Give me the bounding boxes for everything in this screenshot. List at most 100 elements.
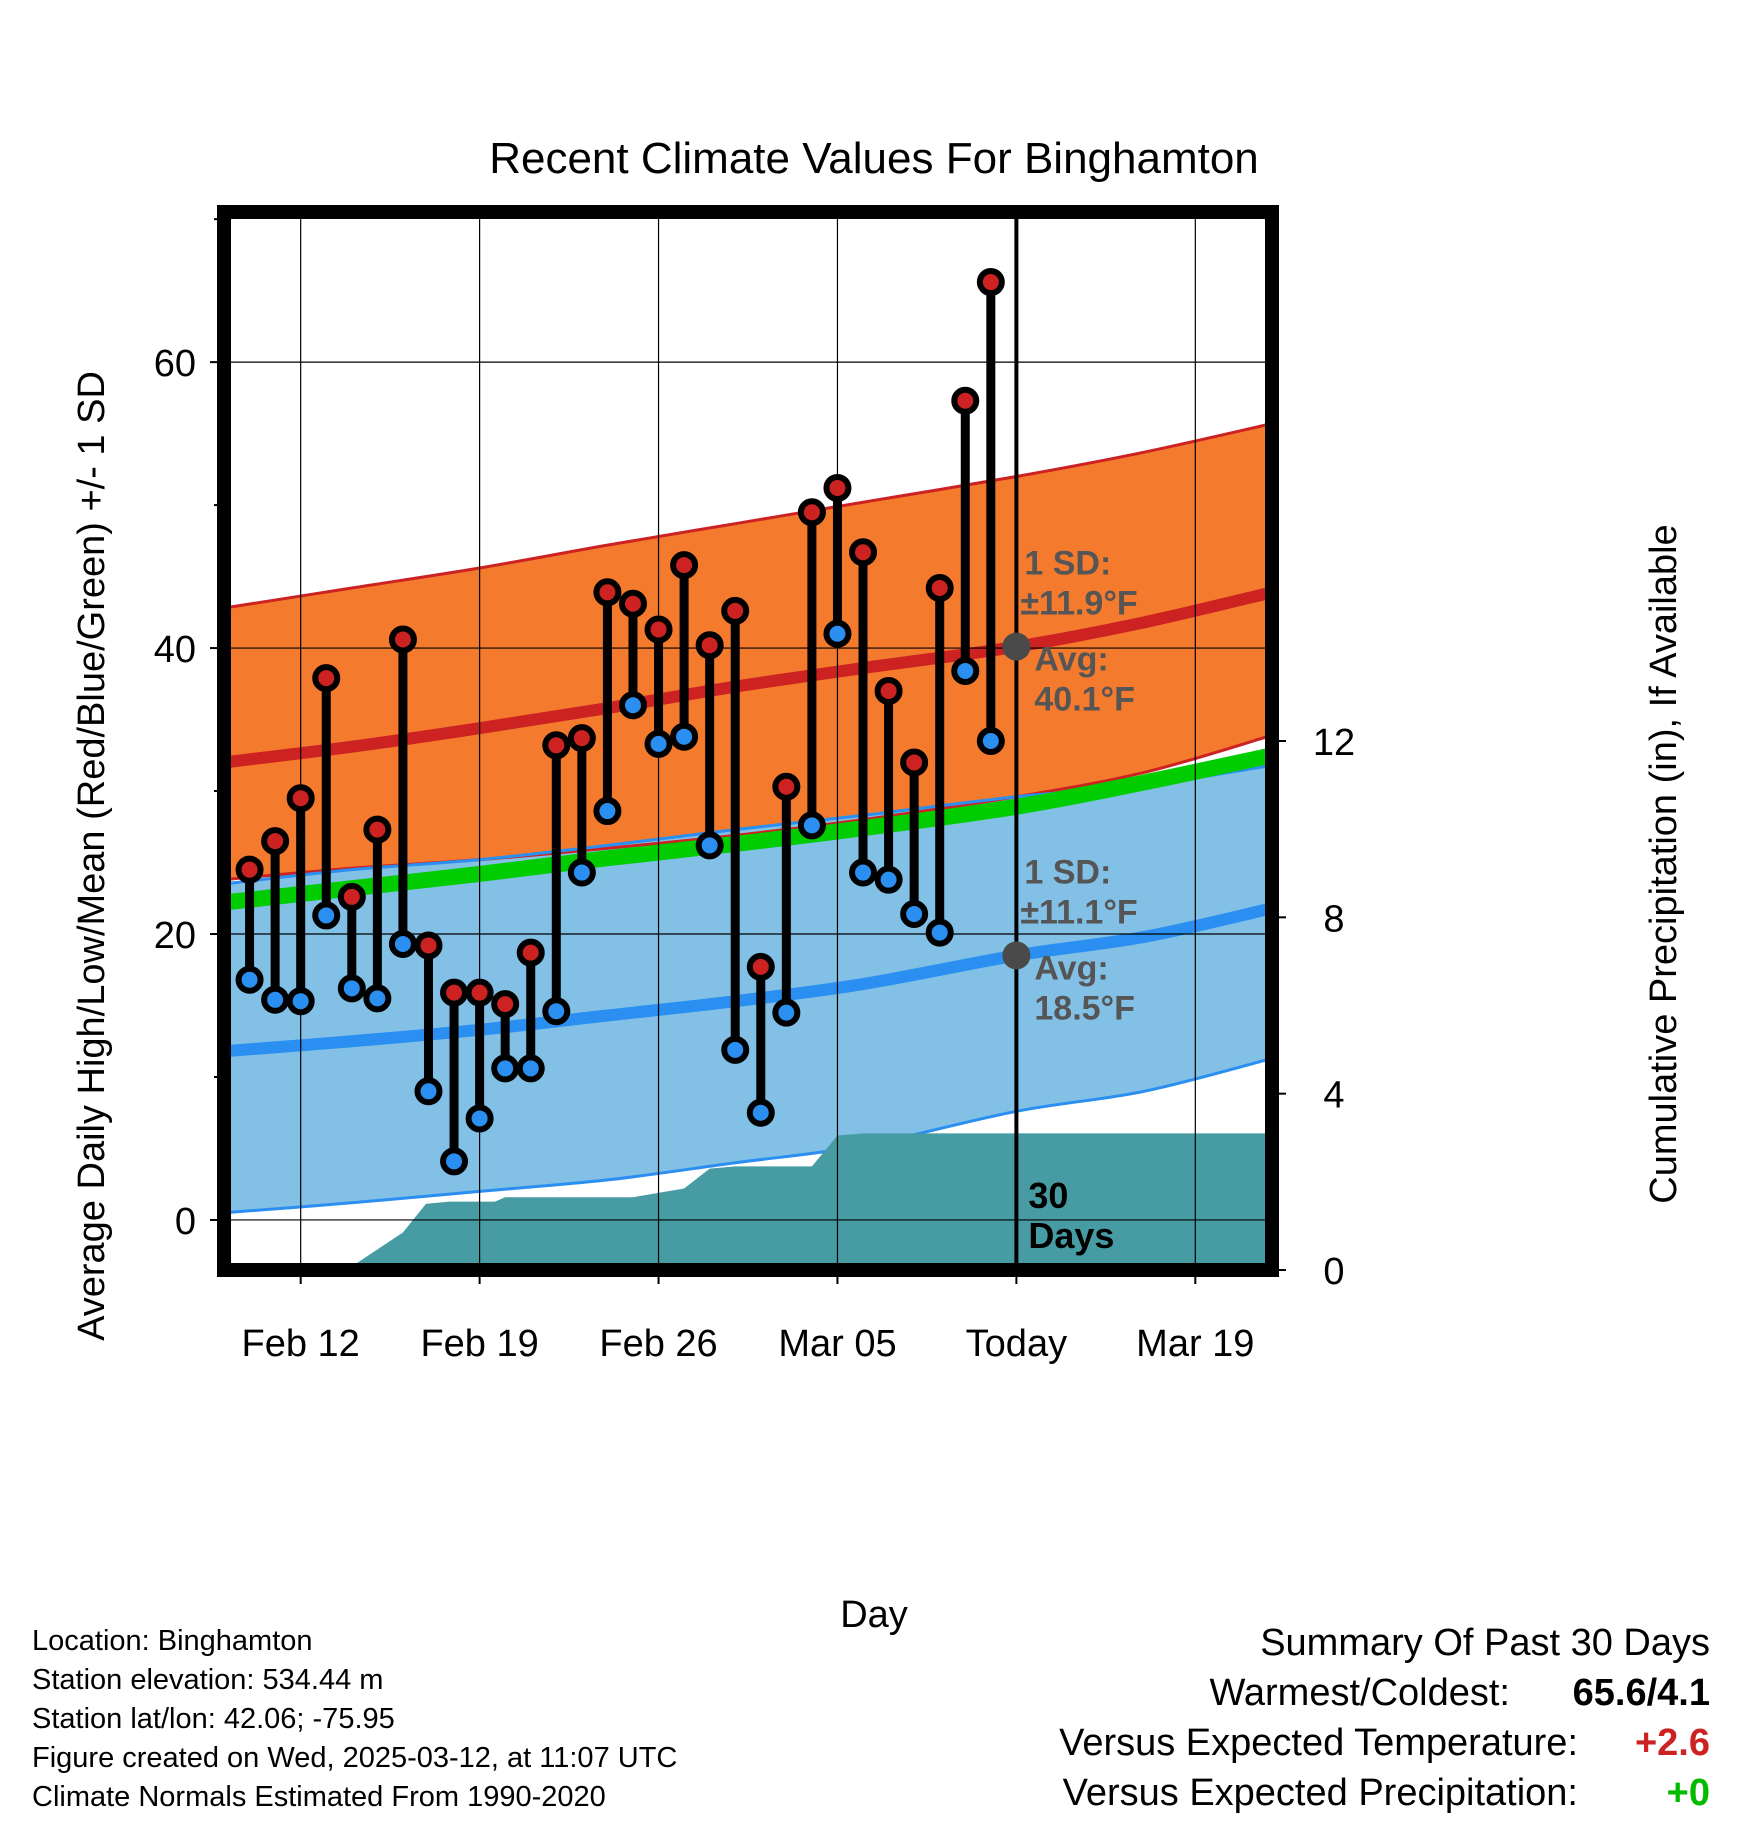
- x-tick-label: Mar 19: [1136, 1323, 1254, 1365]
- high-temp-point: [925, 574, 954, 603]
- normals-text: Climate Normals Estimated From 1990-2020: [32, 1781, 606, 1813]
- low-temp-point: [695, 831, 724, 860]
- low-temp-point: [849, 858, 878, 887]
- high-temp-point: [644, 615, 673, 644]
- high-avg-value: 40.1°F: [1034, 681, 1135, 719]
- today-low-normal-marker: [1002, 941, 1031, 970]
- high-temp-point: [593, 578, 622, 607]
- low-avg-value: 18.5°F: [1034, 989, 1135, 1027]
- high-temp-point: [797, 498, 826, 527]
- high-temp-point: [286, 784, 315, 813]
- high-temp-point: [414, 931, 443, 960]
- low-sd-label: 1 SD:: [1024, 853, 1111, 891]
- summary-panel: Summary Of Past 30 Days Warmest/Coldest:…: [1059, 1618, 1710, 1818]
- low-temp-point: [414, 1077, 443, 1106]
- low-temp-point: [516, 1054, 545, 1083]
- x-tick-label: Feb 26: [599, 1323, 717, 1365]
- high-avg-label: Avg:: [1034, 641, 1108, 679]
- low-temp-point: [363, 984, 392, 1013]
- y2-tick-label: 4: [1323, 1075, 1344, 1117]
- high-temp-point: [542, 731, 571, 760]
- low-temp-point: [261, 985, 290, 1014]
- high-temp-point: [823, 473, 852, 502]
- low-lower-edge: [224, 1056, 1272, 1215]
- today-high-normal-marker: [1002, 632, 1031, 661]
- high-temp-point: [465, 978, 494, 1007]
- temp-row: Versus Expected Temperature: +2.6: [1059, 1718, 1710, 1768]
- high-temp-point: [772, 772, 801, 801]
- high-temp-point: [849, 538, 878, 567]
- x-tick-label: Feb 19: [420, 1323, 538, 1365]
- high-temp-point: [516, 938, 545, 967]
- x-tick-label: Today: [966, 1323, 1067, 1365]
- high-temp-point: [312, 664, 341, 693]
- low-temp-point: [797, 811, 826, 840]
- high-temp-point: [337, 882, 366, 911]
- low-temp-point: [746, 1098, 775, 1127]
- low-temp-point: [951, 656, 980, 685]
- x-axis-label: Day: [840, 1594, 908, 1636]
- low-temp-point: [900, 899, 929, 928]
- low-avg-label: Avg:: [1034, 949, 1108, 987]
- high-temp-point: [670, 551, 699, 580]
- low-temp-point: [440, 1147, 469, 1176]
- station-info: Location: Binghamton Station elevation: …: [32, 1622, 677, 1817]
- y-tick-label: 20: [154, 915, 196, 957]
- x-tick-label: Mar 05: [778, 1323, 896, 1365]
- low-temp-point: [465, 1104, 494, 1133]
- low-temp-point: [823, 619, 852, 648]
- high-temp-point: [618, 589, 647, 618]
- summary-title: Summary Of Past 30 Days: [1260, 1622, 1710, 1664]
- high-sd-label: 1 SD:: [1024, 545, 1111, 583]
- low-temp-point: [925, 918, 954, 947]
- low-temp-point: [542, 997, 571, 1026]
- low-temp-point: [388, 930, 417, 959]
- temp-label: Versus Expected Temperature:: [1059, 1722, 1578, 1764]
- warmest-coldest-label: Warmest/Coldest:: [1209, 1672, 1510, 1714]
- chart-title: Recent Climate Values For Binghamton: [489, 134, 1259, 183]
- low-temp-point: [874, 865, 903, 894]
- low-temp-point: [721, 1035, 750, 1064]
- low-sd-value: ±11.1°F: [1020, 893, 1137, 931]
- low-temp-point: [312, 901, 341, 930]
- y2-tick-label: 8: [1323, 898, 1344, 940]
- low-temp-point: [644, 729, 673, 758]
- high-temp-point: [900, 748, 929, 777]
- y-tick-label: 0: [175, 1201, 196, 1243]
- low-temp-point: [593, 797, 622, 826]
- low-temp-point: [337, 974, 366, 1003]
- low-temp-point: [286, 987, 315, 1016]
- high-temp-point: [695, 631, 724, 660]
- latlon-text: Station lat/lon: 42.06; -75.95: [32, 1703, 395, 1735]
- high-temp-point: [721, 596, 750, 625]
- high-temp-point: [567, 724, 596, 753]
- y2-axis-label: Cumulative Precipitation (in), If Availa…: [1643, 524, 1685, 1203]
- precip-label: Versus Expected Precipitation:: [1062, 1772, 1578, 1814]
- high-sd-band: [224, 423, 1272, 880]
- y-axis-label: Average Daily High/Low/Mean (Red/Blue/Gr…: [71, 371, 113, 1341]
- location-text: Location: Binghamton: [32, 1625, 313, 1657]
- high-temp-point: [261, 827, 290, 856]
- high-upper-edge: [224, 422, 1272, 610]
- high-temp-point: [951, 386, 980, 415]
- low-temp-point: [772, 998, 801, 1027]
- high-temp-point: [976, 268, 1005, 297]
- precip-row: Versus Expected Precipitation: +0: [1059, 1768, 1710, 1818]
- elevation-text: Station elevation: 534.44 m: [32, 1664, 384, 1696]
- today-window-label: 30 Days: [1028, 1175, 1114, 1256]
- y-tick-label: 40: [154, 629, 196, 671]
- high-temp-point: [746, 952, 775, 981]
- precip-value: +0: [1666, 1772, 1710, 1814]
- high-temp-point: [440, 978, 469, 1007]
- low-temp-point: [235, 965, 264, 994]
- low-temp-point: [618, 691, 647, 720]
- high-temp-point: [363, 815, 392, 844]
- high-temp-point: [491, 990, 520, 1019]
- y2-tick-label: 12: [1313, 722, 1355, 764]
- warmest-coldest-row: Warmest/Coldest: 65.6/4.1: [1059, 1668, 1710, 1718]
- high-sd-value: ±11.9°F: [1020, 585, 1137, 623]
- warmest-coldest-value: 65.6/4.1: [1572, 1672, 1710, 1714]
